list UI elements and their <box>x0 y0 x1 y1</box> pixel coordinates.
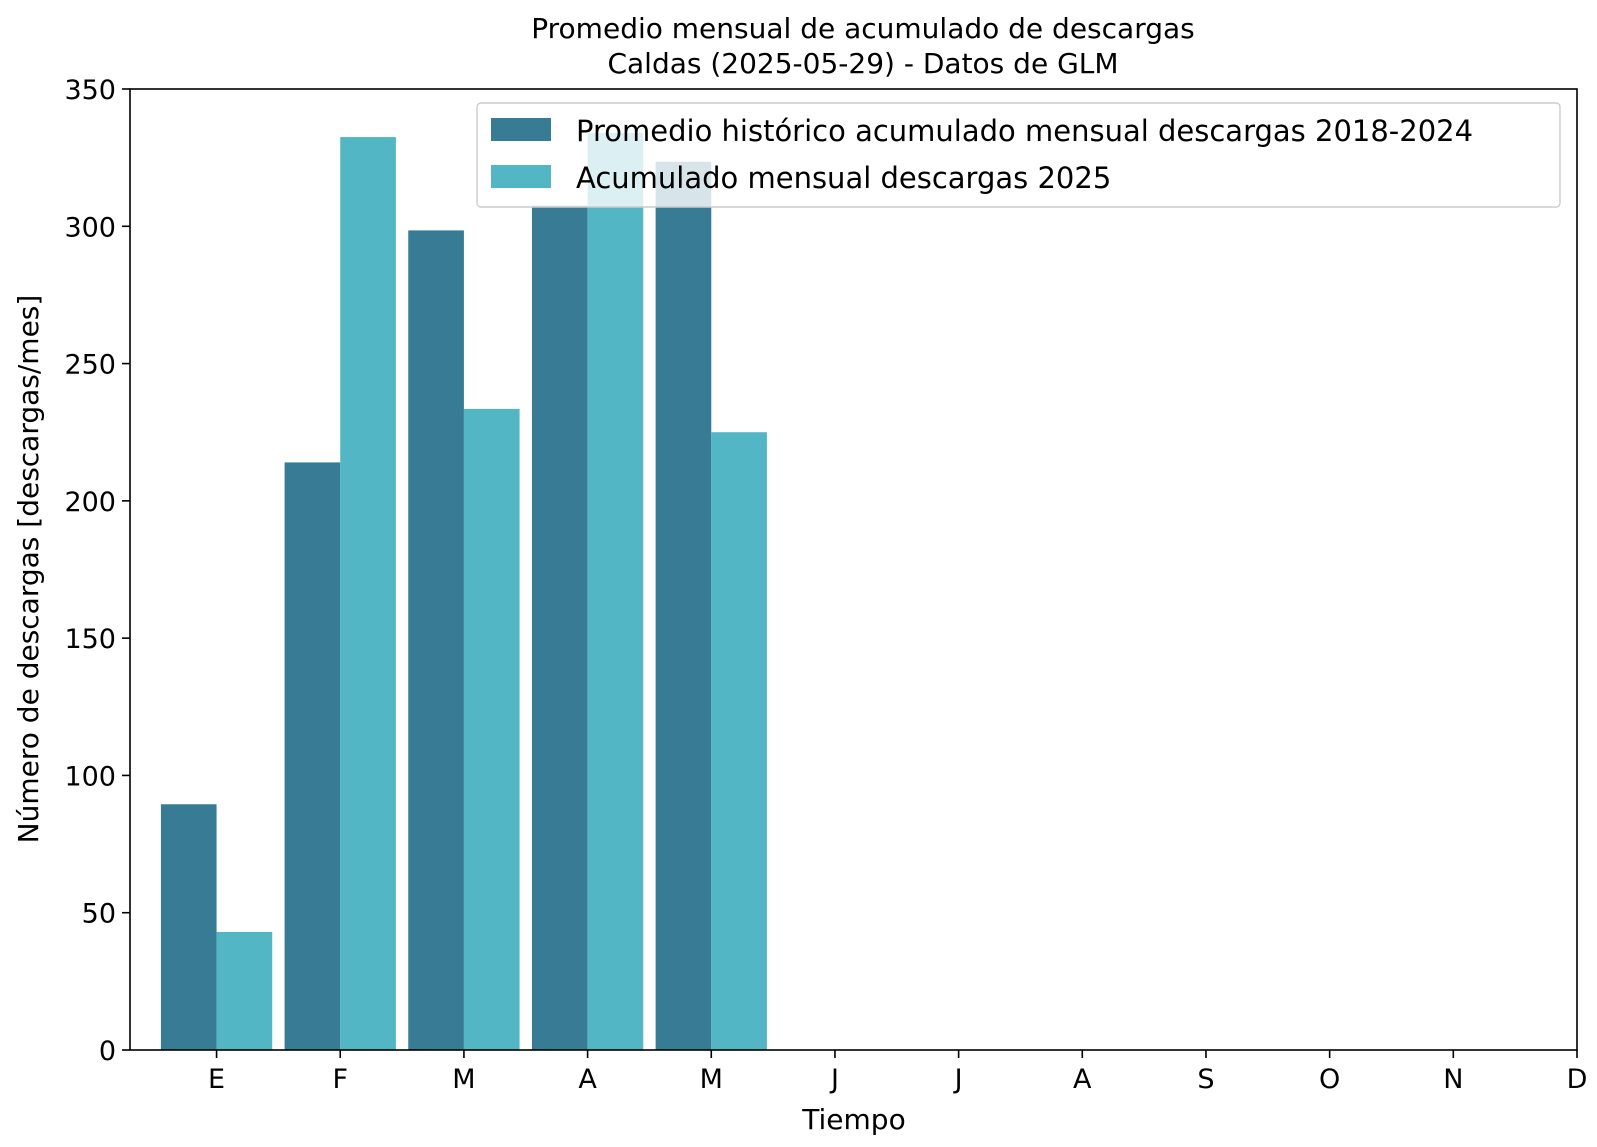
y-tick-label-2: 100 <box>64 761 116 792</box>
chart-subtitle: Caldas (2025-05-29) - Datos de GLM <box>607 47 1118 80</box>
plot-frame <box>129 88 1578 1051</box>
y-axis-ticks: 0 50 100 150 200 250 300 350 <box>64 75 130 1067</box>
legend-frame <box>476 102 1561 208</box>
legend-swatch-historic <box>491 118 551 141</box>
y-tick-label-0: 0 <box>99 1036 116 1067</box>
x-tick-label-3: A <box>578 1064 597 1095</box>
bar-2025-1 <box>340 137 396 1051</box>
y-tick-label-6: 300 <box>64 212 116 243</box>
bar-historic-4 <box>655 161 712 1050</box>
x-axis-title: Tiempo <box>801 1103 905 1136</box>
x-tick-label-4: M <box>700 1064 723 1095</box>
chart-title: Promedio mensual de acumulado de descarg… <box>531 12 1194 45</box>
bar-historic-2 <box>408 230 464 1050</box>
x-tick-label-11: D <box>1567 1064 1588 1095</box>
y-tick-label-7: 350 <box>64 75 116 106</box>
x-tick-label-6: J <box>953 1064 963 1095</box>
bar-historic-1 <box>284 462 341 1050</box>
x-tick-label-2: M <box>452 1064 475 1095</box>
bar-2025-3 <box>587 132 644 1050</box>
bar-historic-3 <box>531 205 588 1050</box>
x-tick-label-0: E <box>208 1064 225 1095</box>
x-tick-label-10: N <box>1443 1064 1463 1095</box>
x-tick-label-9: O <box>1319 1064 1340 1095</box>
bars-group <box>160 132 767 1051</box>
x-tick-label-1: F <box>332 1064 348 1095</box>
y-tick-label-1: 50 <box>82 899 116 930</box>
y-tick-label-4: 200 <box>64 487 116 518</box>
y-tick-label-5: 250 <box>64 350 116 381</box>
y-tick-label-3: 150 <box>64 624 116 655</box>
x-tick-label-5: J <box>829 1064 839 1095</box>
bar-historic-0 <box>160 804 217 1050</box>
y-axis-title: Número de descargas [descargas/mes] <box>12 295 45 844</box>
legend-label-historic: Promedio histórico acumulado mensual des… <box>576 114 1473 148</box>
legend-swatch-2025 <box>491 165 551 188</box>
bar-2025-0 <box>216 931 273 1050</box>
legend-label-2025: Acumulado mensual descargas 2025 <box>576 161 1111 195</box>
x-tick-label-7: A <box>1073 1064 1092 1095</box>
x-tick-label-8: S <box>1197 1064 1214 1095</box>
legend: Promedio histórico acumulado mensual des… <box>476 102 1561 208</box>
bar-2025-2 <box>463 408 520 1050</box>
bar-2025-4 <box>711 432 767 1051</box>
